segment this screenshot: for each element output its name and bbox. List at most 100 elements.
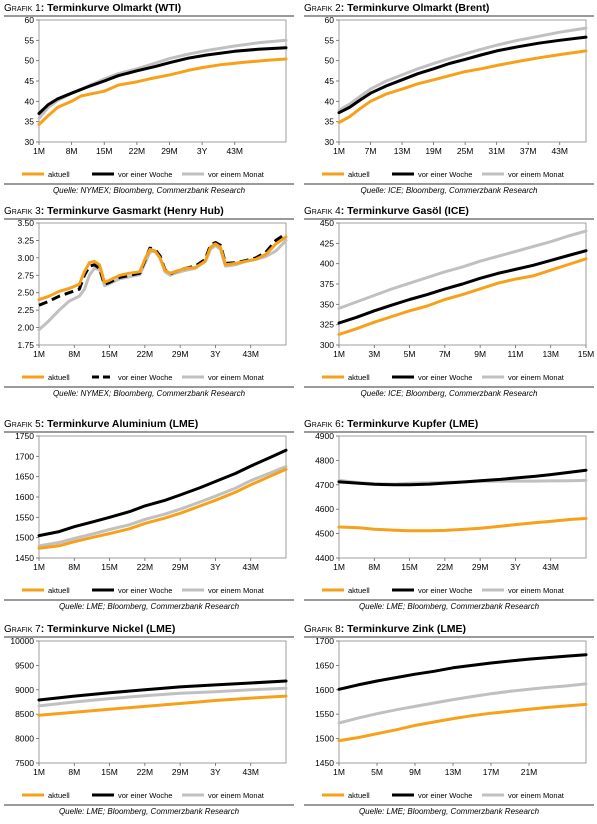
chart-source: Quelle: LME; Bloomberg, Commerzbank Rese… bbox=[358, 602, 540, 611]
chart-wti: 30 35 40 45 50 55 60 1M 8M 15M 22M 29M 3Y 43M aktuell v… bbox=[4, 16, 294, 182]
series-line bbox=[337, 468, 588, 487]
chart-source: Quelle: LME; Bloomberg, Commerzbank Rese… bbox=[58, 807, 240, 816]
chart-source: Quelle: LME; Bloomberg, Commerzbank Rese… bbox=[358, 807, 540, 816]
legend-label: vor einer Woche bbox=[118, 791, 172, 800]
x-tick-label: 1M bbox=[333, 767, 345, 777]
panel-brent: Grafik 2: Terminkurve Olmarkt (Brent) 30… bbox=[304, 2, 594, 203]
series-line bbox=[337, 653, 588, 691]
x-tick-label: 1M bbox=[333, 146, 345, 156]
y-tick-label: 55 bbox=[325, 35, 335, 45]
y-tick-label: 1650 bbox=[15, 472, 34, 482]
x-tick-label: 37M bbox=[520, 146, 537, 156]
divider-top bbox=[304, 218, 594, 220]
legend-label: aktuell bbox=[348, 586, 370, 595]
x-tick-label: 15M bbox=[578, 349, 594, 359]
chart-svg: 4400 4500 4600 4700 4800 4900 1M 8M 15M 22M 29M 3Y 4… bbox=[315, 432, 588, 595]
series-line bbox=[37, 235, 288, 302]
x-tick-label: 29M bbox=[172, 349, 189, 359]
chart-prefix: Grafik 5 bbox=[4, 419, 41, 430]
y-tick-label: 2.50 bbox=[17, 288, 34, 298]
y-tick-label: 400 bbox=[320, 259, 334, 269]
legend-label: vor einer Woche bbox=[118, 586, 172, 595]
y-tick-label: 350 bbox=[320, 299, 334, 309]
x-tick-label: 15M bbox=[101, 562, 118, 572]
series-line bbox=[37, 686, 288, 708]
legend-label: vor einem Monat bbox=[208, 586, 265, 595]
plot-area bbox=[338, 640, 587, 764]
chart-title: Grafik 4: Terminkurve Gasöl (ICE) bbox=[304, 205, 469, 217]
y-tick-label: 4600 bbox=[315, 504, 334, 514]
x-tick-label: 1M bbox=[333, 562, 345, 572]
plot-area bbox=[38, 222, 287, 346]
chart-title: Grafik 2: Terminkurve Olmarkt (Brent) bbox=[304, 2, 490, 14]
chart-prefix: Grafik 7 bbox=[4, 624, 41, 635]
x-tick-label: 9M bbox=[409, 767, 421, 777]
legend-label: vor einer Woche bbox=[418, 373, 472, 382]
y-tick-label: 4400 bbox=[315, 553, 334, 563]
legend-label: vor einer Woche bbox=[418, 586, 472, 595]
chart-prefix: Grafik 2 bbox=[304, 3, 341, 14]
series-line bbox=[37, 448, 288, 538]
chart-source: Quelle: LME; Bloomberg, Commerzbank Rese… bbox=[58, 602, 240, 611]
chart-title: Grafik 8: Terminkurve Zink (LME) bbox=[304, 623, 466, 635]
y-tick-label: 30 bbox=[25, 137, 35, 147]
divider-bottom bbox=[304, 386, 594, 388]
divider-top bbox=[304, 15, 594, 17]
legend-label: aktuell bbox=[348, 170, 370, 179]
series-line bbox=[37, 465, 288, 548]
y-tick-label: 30 bbox=[325, 137, 335, 147]
x-tick-label: 8M bbox=[368, 562, 380, 572]
chart-prefix: Grafik 6 bbox=[304, 419, 341, 430]
chart-title: Grafik 5: Terminkurve Aluminium (LME) bbox=[4, 418, 199, 430]
chart-svg: 1450 1500 1550 1600 1650 1700 1750 1M 8M 15M 22M 29… bbox=[15, 432, 288, 595]
x-tick-label: 21M bbox=[521, 767, 538, 777]
y-tick-label: 3.50 bbox=[17, 219, 34, 228]
panel-aluminium: Grafik 5: Terminkurve Aluminium (LME) 14… bbox=[4, 418, 294, 619]
chart-title-text: Terminkurve Gasöl (ICE) bbox=[347, 205, 469, 217]
x-tick-label: 9M bbox=[474, 349, 486, 359]
y-tick-label: 60 bbox=[325, 16, 335, 25]
y-tick-label: 3.25 bbox=[17, 235, 34, 245]
legend-label: vor einem Monat bbox=[208, 791, 265, 800]
panel-kupfer: Grafik 6: Terminkurve Kupfer (LME) 4400 4… bbox=[304, 418, 594, 619]
x-tick-label: 22M bbox=[437, 562, 454, 572]
legend-label: vor einem Monat bbox=[508, 373, 565, 382]
y-tick-label: 7500 bbox=[15, 758, 34, 768]
y-tick-label: 35 bbox=[25, 117, 35, 127]
series-line bbox=[37, 679, 288, 702]
divider-bottom bbox=[304, 183, 594, 185]
divider-top bbox=[4, 431, 294, 433]
x-tick-label: 5M bbox=[404, 349, 416, 359]
chart-source: Quelle: ICE; Bloomberg, Commerzbank Rese… bbox=[360, 186, 538, 195]
chart-svg: 300 325 350 375 400 425 450 1M 3M 5M 7M 9M 11M 13M 15M… bbox=[320, 219, 594, 382]
x-tick-label: 8M bbox=[68, 767, 80, 777]
y-tick-label: 1750 bbox=[15, 432, 34, 441]
x-tick-label: 13M bbox=[542, 349, 559, 359]
y-tick-label: 50 bbox=[25, 56, 35, 66]
panel-wti: Grafik 1: Terminkurve Olmarkt (WTI) 30 35… bbox=[4, 2, 294, 203]
chart-title-text: Terminkurve Olmarkt (Brent) bbox=[347, 2, 490, 14]
series-line bbox=[337, 257, 588, 336]
y-tick-label: 2.00 bbox=[17, 323, 34, 333]
y-tick-label: 40 bbox=[25, 96, 35, 106]
divider-bottom bbox=[4, 386, 294, 388]
chart-svg: 1450 1500 1550 1600 1650 1700 1M 5M 9M 13M 17M 21M a… bbox=[315, 637, 588, 800]
x-tick-label: 8M bbox=[68, 562, 80, 572]
x-tick-label: 13M bbox=[394, 146, 411, 156]
series-line bbox=[337, 229, 588, 310]
x-tick-label: 15M bbox=[96, 146, 113, 156]
divider-bottom bbox=[4, 599, 294, 601]
chart-title-text: Terminkurve Aluminium (LME) bbox=[47, 418, 199, 430]
y-tick-label: 55 bbox=[25, 35, 35, 45]
y-tick-label: 1600 bbox=[315, 685, 334, 695]
x-tick-label: 22M bbox=[129, 146, 146, 156]
x-tick-label: 3Y bbox=[210, 562, 221, 572]
panel-gasoil: Grafik 4: Terminkurve Gasöl (ICE) 300 325… bbox=[304, 205, 594, 406]
chart-aluminium: 1450 1500 1550 1600 1650 1700 1750 1M 8M 15M 22M 29… bbox=[4, 432, 294, 598]
y-tick-label: 4800 bbox=[315, 455, 334, 465]
x-tick-label: 1M bbox=[33, 562, 45, 572]
y-tick-label: 325 bbox=[320, 320, 334, 330]
chart-gasoil: 300 325 350 375 400 425 450 1M 3M 5M 7M 9M 11M 13M 15M… bbox=[304, 219, 594, 385]
x-tick-label: 43M bbox=[242, 767, 259, 777]
y-tick-label: 2.75 bbox=[17, 270, 34, 280]
